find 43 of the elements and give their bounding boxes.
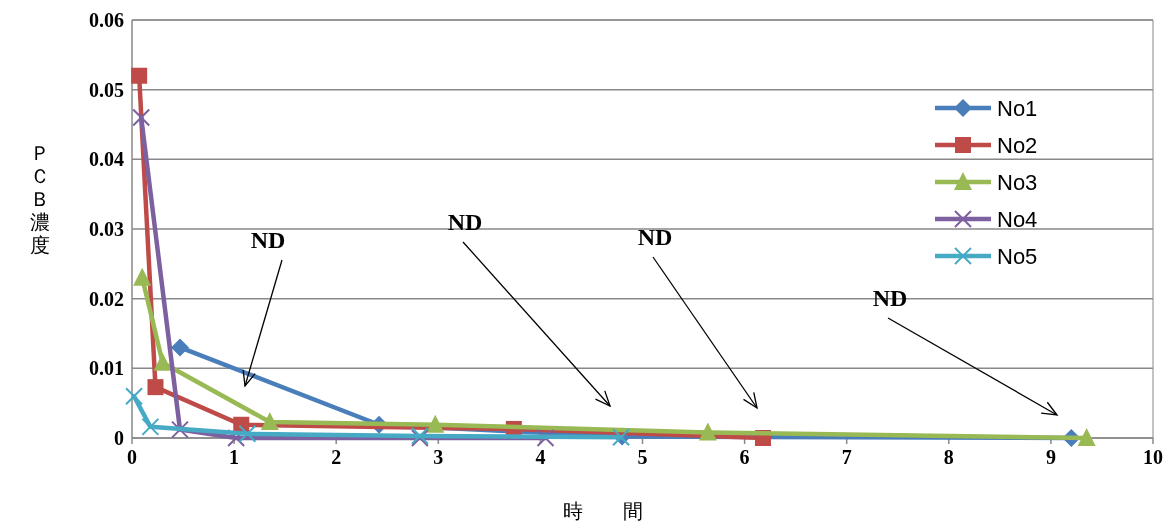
- x-tick-label: 6: [739, 446, 750, 468]
- point: [698, 422, 717, 441]
- legend-label: No5: [997, 244, 1038, 269]
- x-tick-label: 2: [331, 446, 342, 468]
- legend-label: No1: [997, 96, 1038, 121]
- legend-label: No3: [997, 170, 1038, 195]
- point: [260, 411, 279, 430]
- point: [170, 338, 189, 357]
- point: [426, 414, 445, 433]
- point: [238, 424, 257, 443]
- y-tick-label: 0.04: [89, 148, 124, 171]
- annotation: ND: [637, 224, 673, 250]
- point: [147, 379, 164, 396]
- y-axis-title: ＰＣＢ濃度: [30, 142, 50, 256]
- x-tick-label: 3: [433, 446, 444, 468]
- point: [125, 387, 144, 406]
- y-tick-label: 0.03: [89, 218, 124, 240]
- legend-label: No2: [997, 133, 1038, 158]
- x-tick-label: 1: [229, 446, 240, 468]
- legend-label: No4: [997, 207, 1038, 232]
- point: [1077, 428, 1096, 446]
- x-tick-label: 5: [637, 446, 648, 468]
- y-tick-label: 0.05: [89, 78, 124, 101]
- y-tick-label: 0.06: [89, 9, 124, 31]
- point: [132, 108, 151, 127]
- annotation: ND: [872, 285, 908, 311]
- annotation: ND: [250, 227, 286, 253]
- x-tick-label: 4: [535, 446, 546, 468]
- x-tick-label: 9: [1045, 446, 1056, 468]
- point: [170, 420, 189, 439]
- y-tick-label: 0.02: [89, 287, 124, 310]
- y-tick-label: 0.01: [89, 357, 124, 380]
- y-tick-label: 0: [114, 427, 124, 449]
- x-axis-title: 時 間: [562, 500, 643, 522]
- point: [133, 267, 152, 286]
- point: [131, 67, 148, 84]
- x-tick-label: 10: [1143, 446, 1163, 468]
- point: [153, 352, 172, 371]
- annotation: ND: [447, 209, 483, 235]
- x-tick-label: 7: [841, 446, 852, 468]
- point: [536, 429, 555, 447]
- x-tick-label: 8: [943, 446, 954, 468]
- point: [141, 417, 160, 436]
